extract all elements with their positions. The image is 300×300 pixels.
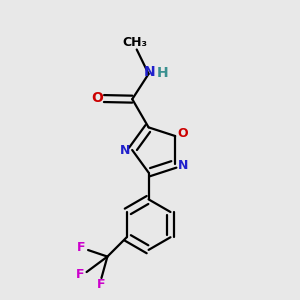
Text: H: H — [157, 66, 169, 80]
Text: N: N — [177, 159, 188, 172]
Text: CH₃: CH₃ — [123, 36, 148, 49]
Text: F: F — [76, 268, 84, 281]
Text: F: F — [97, 278, 106, 291]
Text: F: F — [77, 241, 86, 254]
Text: O: O — [177, 127, 188, 140]
Text: N: N — [119, 143, 130, 157]
Text: O: O — [92, 91, 104, 105]
Text: N: N — [144, 65, 156, 79]
